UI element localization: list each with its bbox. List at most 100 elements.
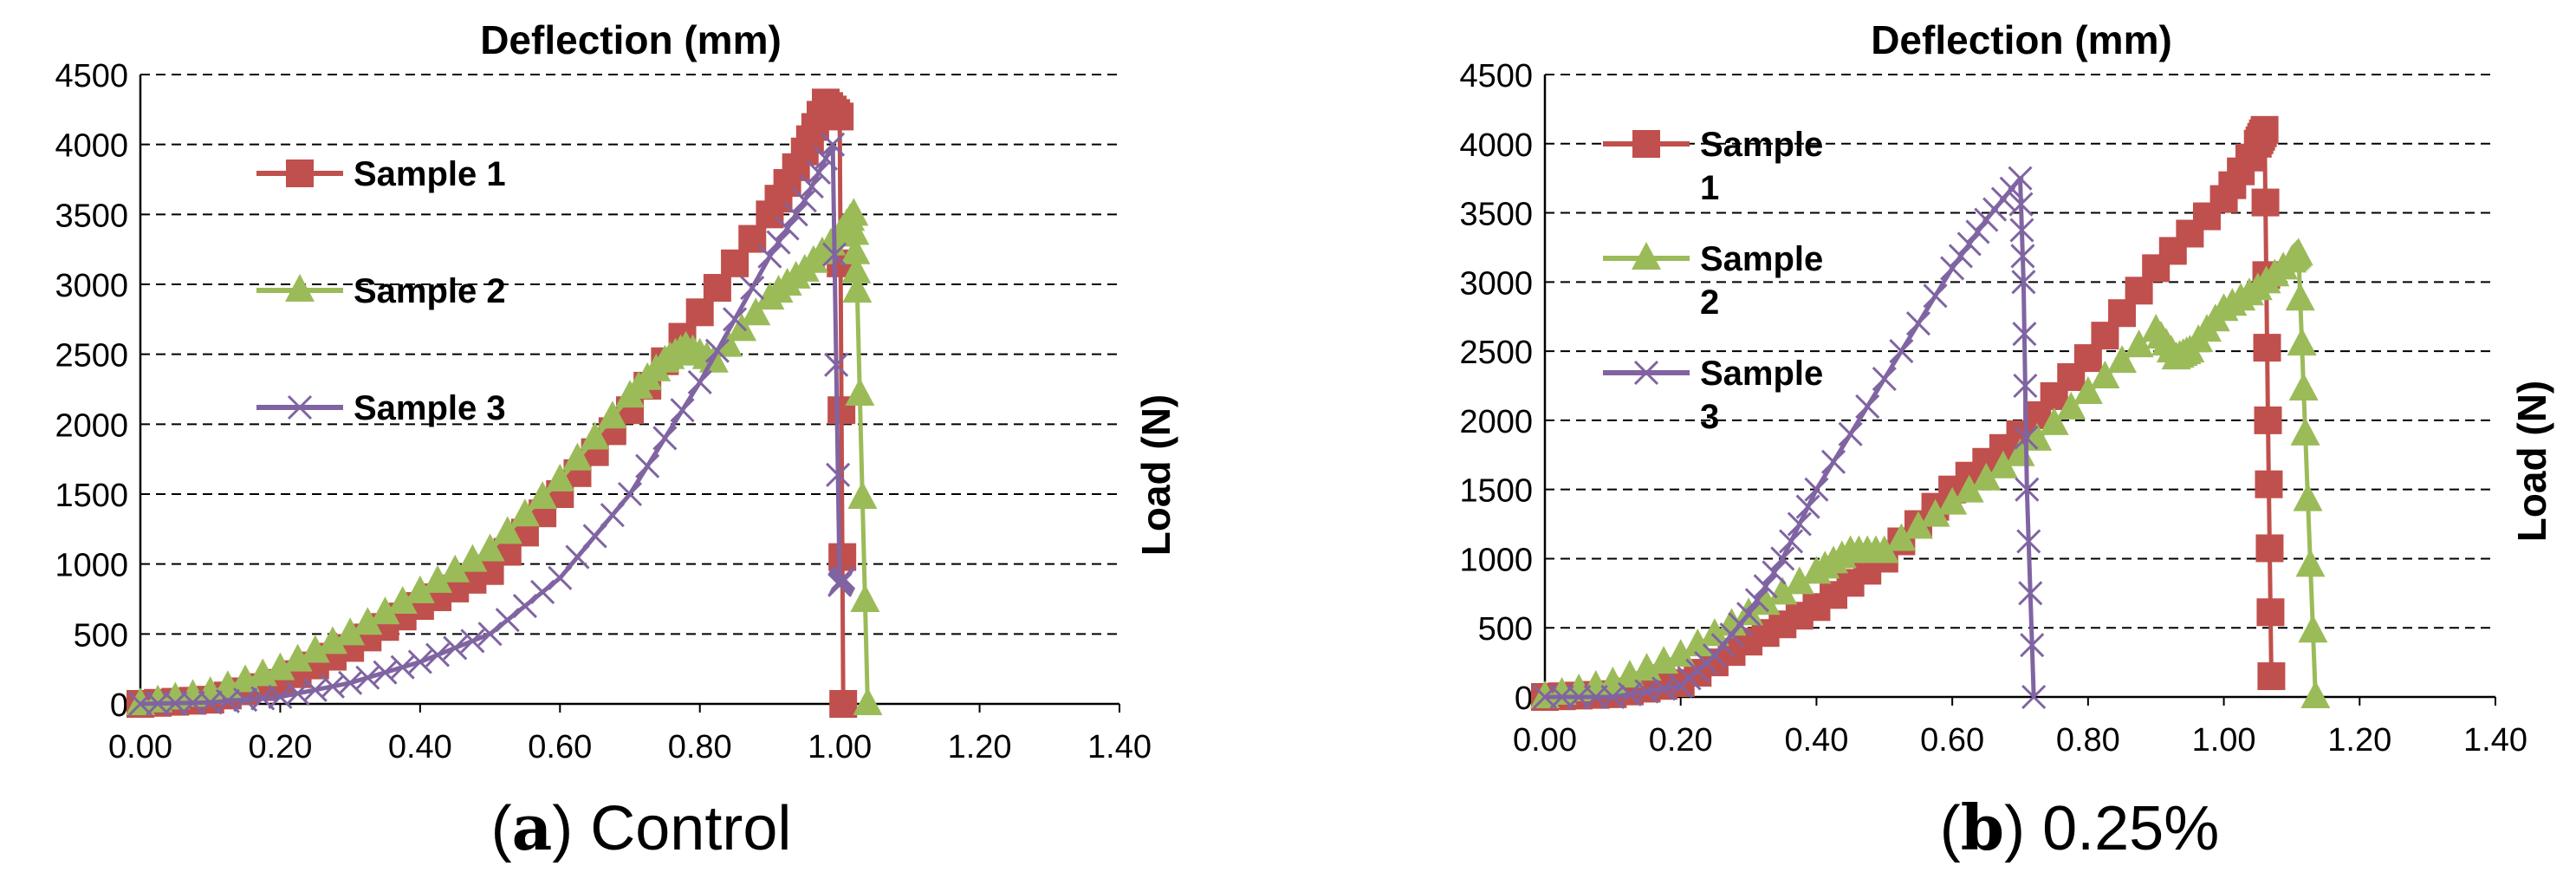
data-point bbox=[792, 188, 817, 213]
x-tick-label: 1.40 bbox=[1087, 729, 1152, 765]
data-point bbox=[741, 297, 771, 326]
x-tick-label: 0.00 bbox=[108, 729, 172, 765]
y-tick-label: 1500 bbox=[55, 478, 128, 514]
y-tick-label: 2000 bbox=[55, 407, 128, 444]
y-tick-label: 3500 bbox=[55, 198, 128, 234]
data-point bbox=[829, 690, 858, 718]
data-point bbox=[387, 586, 418, 615]
data-point bbox=[1988, 450, 2018, 479]
legend-label-line: Sample bbox=[1700, 355, 1823, 393]
data-point bbox=[1903, 511, 1933, 539]
x-tick-label: 1.00 bbox=[2192, 722, 2256, 759]
legend-entry-1: Sample 1 bbox=[1603, 126, 1823, 207]
data-point bbox=[2256, 598, 2285, 627]
data-point bbox=[740, 275, 765, 301]
data-point bbox=[1744, 588, 1769, 613]
legend-label: Sample 2 bbox=[354, 272, 506, 310]
data-point bbox=[853, 687, 883, 715]
legend-label: Sample 2 bbox=[1700, 240, 1823, 322]
data-point bbox=[1736, 602, 1762, 627]
y-tick-label: 4000 bbox=[1459, 127, 1533, 164]
data-point bbox=[443, 635, 468, 661]
y-tick-label: 1000 bbox=[1459, 542, 1533, 578]
caption-letter: b bbox=[1960, 791, 2005, 864]
data-point bbox=[839, 198, 869, 226]
data-point bbox=[2039, 407, 2069, 435]
legend-label-line: 1 bbox=[1700, 169, 1719, 207]
data-point bbox=[703, 274, 731, 303]
data-point bbox=[390, 654, 415, 680]
data-point bbox=[1872, 366, 1897, 392]
legend-label: Sample 3 bbox=[354, 389, 506, 427]
data-point bbox=[460, 628, 485, 654]
legend-entry-3: Sample 3 bbox=[1603, 355, 1823, 436]
data-point bbox=[405, 575, 435, 603]
y-tick-label: 2500 bbox=[55, 338, 128, 374]
data-point bbox=[2251, 188, 2280, 217]
data-point bbox=[1787, 511, 1812, 537]
y-tick-label: 3000 bbox=[1459, 265, 1533, 302]
data-point bbox=[477, 622, 503, 647]
legend-entry-3: Sample 3 bbox=[256, 389, 506, 427]
data-point bbox=[813, 146, 839, 171]
data-point bbox=[670, 398, 695, 423]
y-tick-label: 1000 bbox=[55, 548, 128, 584]
data-point bbox=[685, 298, 714, 327]
data-point bbox=[1567, 684, 1592, 710]
y-tick-label: 0 bbox=[110, 687, 128, 724]
y-axis-label: Load (N) bbox=[2509, 381, 2554, 543]
data-point bbox=[545, 463, 575, 492]
data-point bbox=[845, 378, 875, 407]
data-point bbox=[2283, 238, 2313, 266]
data-point bbox=[2250, 115, 2279, 144]
data-point bbox=[1956, 231, 1982, 257]
data-point bbox=[723, 307, 748, 332]
data-point bbox=[766, 230, 791, 255]
data-point bbox=[2124, 329, 2154, 358]
data-point bbox=[831, 565, 856, 590]
data-point bbox=[146, 691, 171, 716]
data-point bbox=[2010, 244, 2035, 269]
x-tick-label: 1.20 bbox=[948, 729, 1012, 765]
data-point bbox=[582, 524, 607, 549]
data-point bbox=[775, 216, 800, 241]
data-point bbox=[580, 421, 610, 450]
data-point bbox=[783, 202, 808, 227]
y-tick-label: 2500 bbox=[1459, 335, 1533, 371]
data-point bbox=[1784, 566, 1814, 595]
data-point bbox=[265, 652, 295, 680]
data-point bbox=[2107, 345, 2138, 374]
chart-panel-control: 0 500 1000 1500 2000 2500 3000 3500 4000 4500 0.00… bbox=[55, 17, 1178, 765]
data-point bbox=[840, 217, 870, 245]
data-point bbox=[704, 338, 730, 363]
x-tick-label: 0.40 bbox=[388, 729, 452, 765]
series-line bbox=[1544, 251, 2318, 700]
legend-label-line: 2 bbox=[1700, 283, 1719, 322]
data-point bbox=[1954, 474, 1984, 503]
data-point bbox=[1886, 523, 1917, 551]
data-point bbox=[2255, 470, 2283, 498]
data-point bbox=[1948, 244, 1973, 269]
data-point bbox=[2012, 322, 2037, 347]
legend-label-line: Sample bbox=[1700, 240, 1823, 278]
series-2 bbox=[1530, 238, 2331, 708]
legend-entry-1: Sample 1 bbox=[256, 155, 506, 193]
data-point bbox=[1920, 498, 1950, 527]
data-point bbox=[1923, 283, 1948, 309]
data-point bbox=[509, 498, 540, 527]
legend-label: Sample 1 bbox=[1700, 126, 1823, 207]
data-point bbox=[2298, 615, 2328, 643]
data-point bbox=[373, 660, 398, 685]
y-tick-label: 500 bbox=[74, 617, 128, 654]
data-point bbox=[1710, 633, 1736, 658]
data-point bbox=[407, 649, 432, 674]
data-point bbox=[840, 236, 871, 264]
data-point bbox=[2011, 270, 2036, 295]
legend-entry-2: Sample 2 bbox=[256, 272, 506, 310]
data-point bbox=[721, 249, 749, 277]
chart-panel-025: 0 500 1000 1500 2000 2500 3000 3500 4000 4500 0.00… bbox=[1288, 0, 2576, 892]
data-point bbox=[2293, 483, 2323, 511]
data-point bbox=[457, 544, 488, 572]
data-point bbox=[757, 244, 782, 269]
data-point bbox=[2020, 633, 2045, 658]
